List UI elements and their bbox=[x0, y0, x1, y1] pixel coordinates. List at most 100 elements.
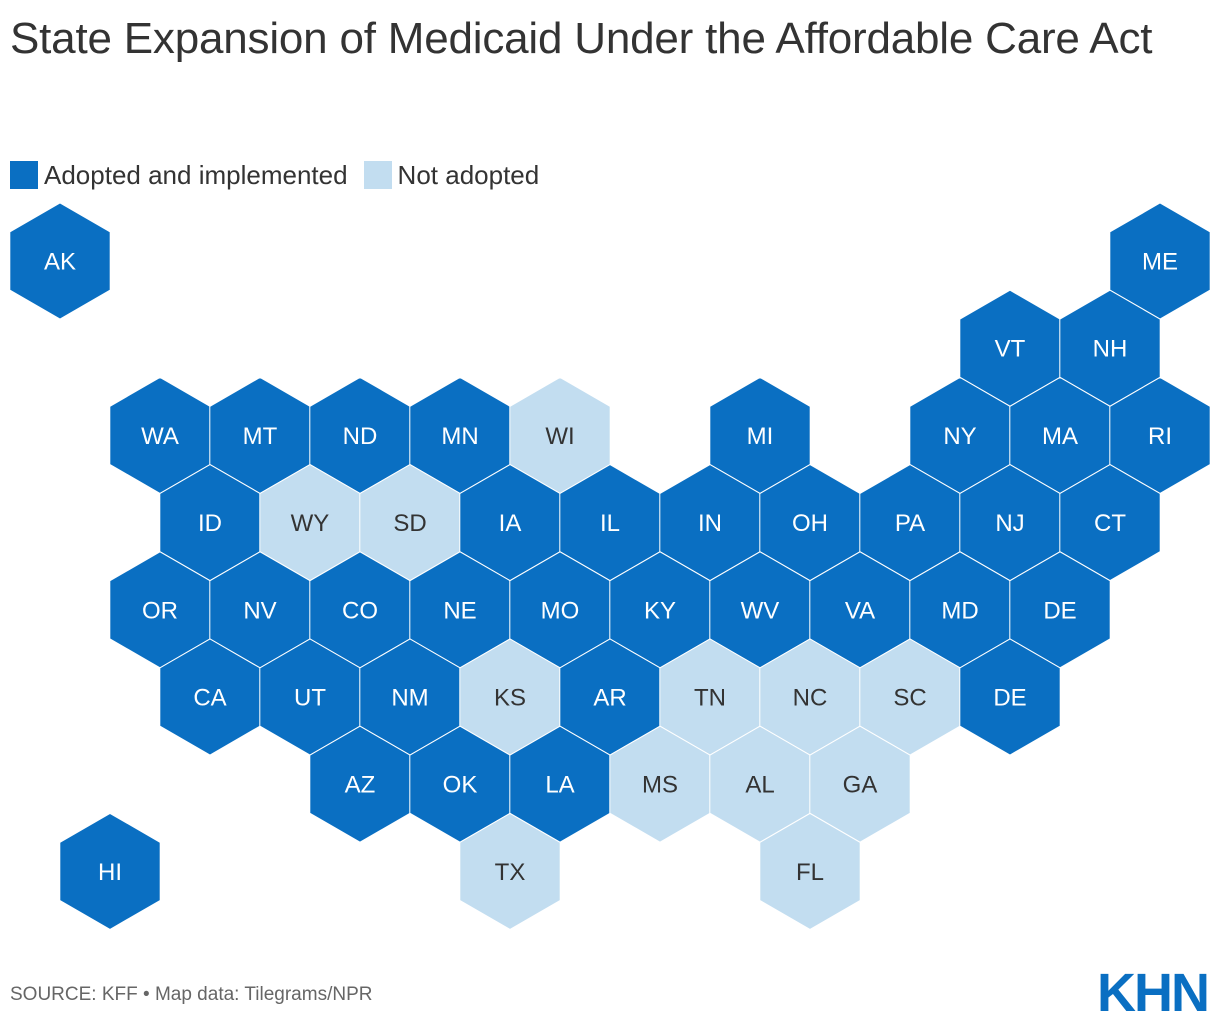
state-tile-ak: AK bbox=[9, 202, 111, 320]
state-label-nj: NJ bbox=[995, 510, 1024, 537]
state-tile-hi: HI bbox=[59, 812, 161, 930]
state-label-ma: MA bbox=[1042, 423, 1078, 450]
state-label-il: IL bbox=[600, 510, 620, 537]
legend-swatch-adopted bbox=[10, 161, 38, 189]
state-label-nh: NH bbox=[1093, 336, 1128, 363]
legend-item-adopted: Adopted and implemented bbox=[10, 160, 348, 191]
state-tile-wi: WI bbox=[509, 376, 611, 494]
state-label-mi: MI bbox=[747, 423, 774, 450]
state-label-sc: SC bbox=[893, 685, 926, 712]
state-label-or: OR bbox=[142, 597, 178, 624]
state-label-md: MD bbox=[941, 597, 978, 624]
state-label-sd: SD bbox=[393, 510, 426, 537]
state-label-id: ID bbox=[198, 510, 222, 537]
state-label-ut: UT bbox=[294, 685, 326, 712]
state-tile-sc: SC bbox=[859, 638, 961, 756]
state-label-ky: KY bbox=[644, 597, 676, 624]
state-tile-fl: FL bbox=[759, 812, 861, 930]
state-label-mo: MO bbox=[541, 597, 580, 624]
state-hex-hi bbox=[59, 812, 161, 930]
state-label-hi: HI bbox=[98, 859, 122, 886]
state-label-fl: FL bbox=[796, 859, 824, 886]
legend-label-adopted: Adopted and implemented bbox=[44, 159, 348, 190]
state-label-ri: RI bbox=[1148, 423, 1172, 450]
state-label-ar: AR bbox=[593, 685, 626, 712]
state-label-de: DE bbox=[993, 685, 1026, 712]
state-label-ok: OK bbox=[443, 772, 478, 799]
state-tile-nj: NJ bbox=[959, 464, 1061, 582]
state-label-az: AZ bbox=[345, 772, 376, 799]
state-tile-ut: UT bbox=[259, 638, 361, 756]
state-hex-ak bbox=[9, 202, 111, 320]
legend-label-not-adopted: Not adopted bbox=[397, 159, 540, 190]
state-tile-tn: TN bbox=[659, 638, 761, 756]
state-tile-ri: RI bbox=[1109, 376, 1211, 494]
state-tile-nm: NM bbox=[359, 638, 461, 756]
state-label-wy: WY bbox=[291, 510, 330, 537]
state-label-va: VA bbox=[845, 597, 875, 624]
state-tile-de: DE bbox=[1009, 551, 1111, 669]
state-tile-ar: AR bbox=[559, 638, 661, 756]
state-label-vt: VT bbox=[995, 336, 1026, 363]
state-label-de: DE bbox=[1043, 597, 1076, 624]
legend: Adopted and implemented Not adopted bbox=[10, 158, 555, 192]
state-label-ca: CA bbox=[193, 685, 226, 712]
state-label-ia: IA bbox=[499, 510, 522, 537]
state-tile-ms: MS bbox=[609, 725, 711, 843]
state-label-wi: WI bbox=[545, 423, 574, 450]
state-label-al: AL bbox=[745, 772, 774, 799]
state-tile-vt: VT bbox=[959, 289, 1061, 407]
legend-item-not-adopted: Not adopted bbox=[363, 159, 540, 191]
state-tile-ga: GA bbox=[809, 725, 911, 843]
state-tile-ct: CT bbox=[1059, 464, 1161, 582]
state-tile-ne: NE bbox=[409, 551, 511, 669]
state-tile-ok: OK bbox=[409, 725, 511, 843]
state-tile-or: OR bbox=[109, 551, 211, 669]
legend-swatch-not-adopted bbox=[363, 161, 392, 189]
state-label-wa: WA bbox=[141, 423, 179, 450]
state-tile-mn: MN bbox=[409, 376, 511, 494]
chart-title: State Expansion of Medicaid Under the Af… bbox=[10, 14, 1153, 63]
khn-logo: KHN bbox=[1097, 963, 1210, 1023]
state-tile-pa: PA bbox=[859, 464, 961, 582]
state-hex-fl bbox=[759, 812, 861, 930]
state-label-oh: OH bbox=[792, 510, 828, 537]
state-label-ak: AK bbox=[44, 249, 76, 276]
state-label-la: LA bbox=[545, 772, 574, 799]
state-label-ms: MS bbox=[642, 772, 678, 799]
state-label-ga: GA bbox=[843, 772, 878, 799]
state-tile-mt: MT bbox=[209, 376, 311, 494]
state-label-pa: PA bbox=[895, 510, 925, 537]
state-label-ct: CT bbox=[1094, 510, 1126, 537]
state-label-me: ME bbox=[1142, 249, 1178, 276]
state-label-tx: TX bbox=[495, 859, 526, 886]
state-tile-ky: KY bbox=[609, 551, 711, 669]
state-label-nc: NC bbox=[793, 685, 828, 712]
state-label-tn: TN bbox=[694, 685, 726, 712]
state-label-ny: NY bbox=[943, 423, 976, 450]
state-tile-mi: MI bbox=[709, 376, 811, 494]
state-tile-me: ME bbox=[1109, 202, 1211, 320]
state-tile-az: AZ bbox=[309, 725, 411, 843]
state-label-nv: NV bbox=[243, 597, 276, 624]
state-hex-tx bbox=[459, 812, 561, 930]
state-tile-md: MD bbox=[909, 551, 1011, 669]
state-tile-tx: TX bbox=[459, 812, 561, 930]
state-tile-de: DE bbox=[959, 638, 1061, 756]
state-tile-ma: MA bbox=[1009, 376, 1111, 494]
state-label-ks: KS bbox=[494, 685, 526, 712]
state-tile-ny: NY bbox=[909, 376, 1011, 494]
state-label-in: IN bbox=[698, 510, 722, 537]
state-label-wv: WV bbox=[741, 597, 780, 624]
state-label-nd: ND bbox=[343, 423, 378, 450]
source-note: SOURCE: KFF • Map data: Tilegrams/NPR bbox=[10, 984, 373, 1005]
state-label-nm: NM bbox=[391, 685, 428, 712]
state-label-mt: MT bbox=[243, 423, 278, 450]
state-label-mn: MN bbox=[441, 423, 478, 450]
state-hex-de bbox=[959, 638, 1061, 756]
state-label-ne: NE bbox=[443, 597, 476, 624]
state-tile-nh: NH bbox=[1059, 289, 1161, 407]
state-label-co: CO bbox=[342, 597, 378, 624]
state-tile-va: VA bbox=[809, 551, 911, 669]
